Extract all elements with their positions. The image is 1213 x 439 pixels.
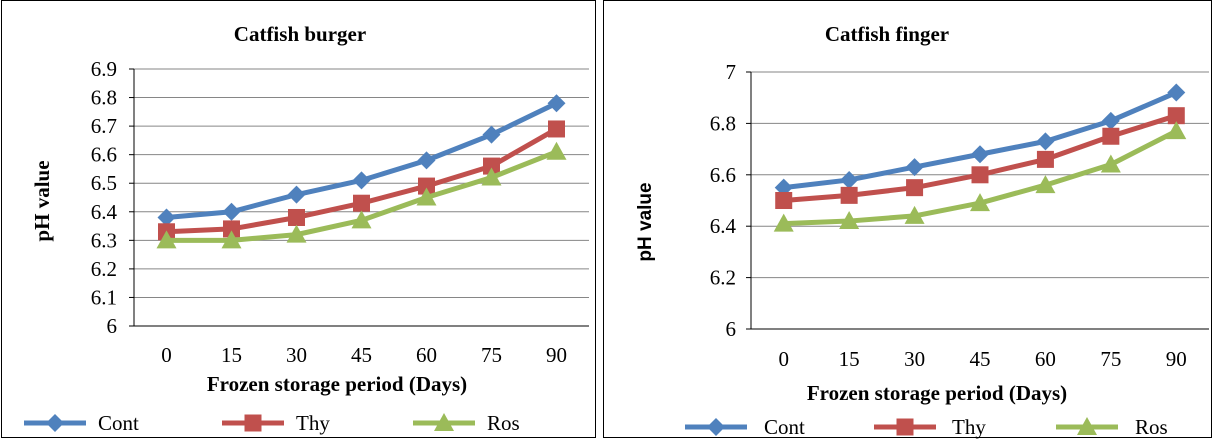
legend-label-thy: Thy — [952, 415, 986, 439]
x-tick-label: 90 — [546, 343, 567, 367]
x-tick-label: 15 — [839, 347, 860, 371]
legend-label-ros: Ros — [487, 411, 520, 435]
chart-title: Catfish finger — [825, 22, 949, 46]
y-axis-label: pH value — [635, 182, 656, 261]
y-tick-label: 6.4 — [91, 200, 118, 224]
data-point-thy — [223, 220, 240, 238]
data-point-cont — [1036, 132, 1055, 151]
legend-label-cont: Cont — [764, 415, 805, 439]
data-point-cont — [352, 171, 371, 190]
x-tick-label: 75 — [1100, 347, 1121, 371]
data-point-ros — [156, 230, 177, 249]
data-point-ros — [1166, 121, 1187, 140]
data-point-thy — [1036, 150, 1054, 168]
x-tick-label: 30 — [904, 347, 925, 371]
chart-panel-catfish-finger: Catfish finger 6 6.2 6.4 6.6 6.8 7 0 15 30 45 60 75 9… — [603, 0, 1212, 439]
legend-marker-cont — [46, 414, 64, 432]
data-point-cont — [157, 208, 176, 227]
y-tick-label: 6.3 — [91, 228, 117, 252]
data-point-ros — [546, 141, 567, 160]
data-point-cont — [840, 170, 859, 189]
x-tick-label: 45 — [351, 343, 372, 367]
x-tick-label: 45 — [970, 347, 991, 371]
x-tick-label: 75 — [481, 343, 502, 367]
data-point-thy — [353, 194, 370, 212]
data-point-cont — [482, 125, 501, 144]
data-point-ros — [481, 167, 502, 186]
y-tick-label: 6.8 — [710, 111, 736, 135]
legend-marker-thy — [896, 418, 914, 436]
legend-label-thy: Thy — [296, 411, 330, 435]
legend-label-ros: Ros — [1135, 415, 1168, 439]
chart-svg-catfish-finger: Catfish finger 6 6.2 6.4 6.6 6.8 7 0 15 30 45 60 75 9… — [635, 22, 1209, 439]
y-tick-label: 6.5 — [91, 171, 117, 195]
data-point-ros — [839, 211, 860, 230]
x-tick-label: 90 — [1166, 347, 1187, 371]
x-tick-label: 60 — [1035, 347, 1056, 371]
y-tick-label: 6.9 — [91, 57, 117, 81]
data-point-cont — [905, 158, 924, 177]
y-tick-label: 6.8 — [91, 86, 117, 110]
y-tick-label: 6.2 — [710, 266, 736, 290]
x-axis-label: Frozen storage period (Days) — [207, 372, 467, 396]
y-tick-label: 6 — [726, 317, 737, 341]
chart-title: Catfish burger — [234, 22, 366, 46]
data-point-thy — [483, 157, 500, 175]
chart-panel-catfish-burger: Catfish burger 6 6.1 6.2 6.3 6.4 6.5 6.6 6.7 6.8 6… — [1, 0, 596, 438]
data-point-thy — [906, 179, 924, 197]
y-tick-label: 6.7 — [91, 114, 117, 138]
data-point-thy — [1167, 107, 1185, 125]
x-tick-label: 0 — [778, 347, 789, 371]
data-point-ros — [416, 187, 437, 206]
y-tick-label: 6.4 — [710, 214, 737, 238]
legend-marker-ros — [434, 413, 454, 431]
legend-marker-cont — [707, 418, 725, 436]
data-point-cont — [417, 151, 436, 170]
y-tick-label: 7 — [726, 60, 737, 84]
y-tick-label: 6.1 — [91, 285, 117, 309]
data-point-cont — [971, 145, 989, 164]
x-tick-label: 0 — [161, 343, 172, 367]
y-tick-label: 6.2 — [91, 257, 117, 281]
y-axis-label: pH value — [30, 160, 54, 241]
x-tick-label: 30 — [286, 343, 307, 367]
data-point-ros — [286, 224, 307, 243]
data-point-ros — [904, 205, 925, 224]
data-point-ros — [1100, 154, 1121, 173]
data-point-thy — [840, 186, 858, 204]
data-point-thy — [418, 177, 435, 195]
legend-marker-ros — [1077, 417, 1097, 435]
data-point-thy — [288, 208, 305, 226]
data-point-ros — [773, 213, 794, 232]
data-point-thy — [548, 120, 565, 138]
legend-label-cont: Cont — [98, 411, 139, 435]
data-point-cont — [547, 94, 566, 113]
data-point-ros — [1035, 175, 1056, 194]
data-point-cont — [1167, 83, 1186, 102]
data-point-ros — [221, 230, 242, 249]
data-point-cont — [287, 185, 306, 204]
y-tick-label: 6 — [107, 314, 118, 338]
x-tick-label: 15 — [221, 343, 242, 367]
data-point-thy — [971, 166, 989, 184]
data-point-cont — [222, 202, 241, 221]
data-point-thy — [775, 192, 793, 209]
data-point-cont — [1101, 111, 1120, 130]
y-tick-label: 6.6 — [710, 163, 736, 187]
x-axis-label: Frozen storage period (Days) — [807, 381, 1067, 405]
data-point-thy — [1102, 127, 1120, 145]
data-point-ros — [970, 193, 990, 212]
y-tick-label: 6.6 — [91, 143, 117, 167]
data-point-ros — [351, 210, 372, 229]
x-tick-label: 60 — [416, 343, 437, 367]
legend-marker-thy — [244, 414, 262, 432]
chart-svg-catfish-burger: Catfish burger 6 6.1 6.2 6.3 6.4 6.5 6.6 6.7 6.8 6… — [24, 22, 589, 435]
